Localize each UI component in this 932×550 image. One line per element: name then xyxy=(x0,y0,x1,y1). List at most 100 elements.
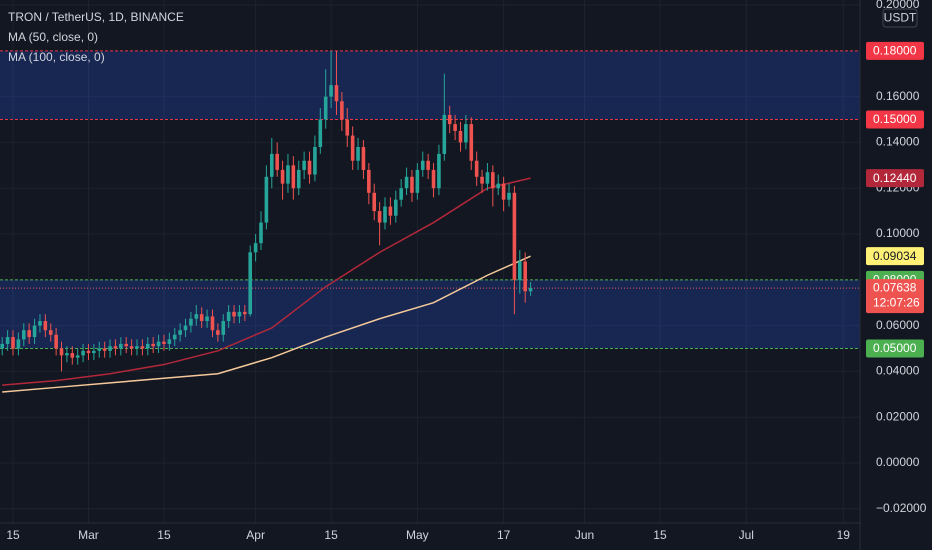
candle-body xyxy=(318,119,323,148)
candle-body xyxy=(5,337,10,344)
y-tick-label: 0.20000 xyxy=(876,0,920,11)
currency-label: USDT xyxy=(884,11,917,25)
candle-body xyxy=(501,183,506,200)
level-text: 0.05000 xyxy=(873,341,917,355)
candle-body xyxy=(48,330,53,335)
candle-body xyxy=(340,101,344,120)
candle-body xyxy=(248,252,253,315)
candle-body xyxy=(232,311,236,317)
candle-body xyxy=(140,346,145,349)
candle-body xyxy=(269,153,274,177)
candle-body xyxy=(415,169,420,193)
candle-body xyxy=(65,353,69,356)
x-tick-label: 15 xyxy=(6,528,20,542)
ma-last-box xyxy=(866,169,924,188)
level-box xyxy=(866,41,924,60)
candle-body xyxy=(156,341,161,347)
legend-entry: MA (50, close, 0) xyxy=(8,30,98,44)
candle-body xyxy=(420,160,425,170)
candle-body xyxy=(189,318,193,326)
zone xyxy=(0,50,860,120)
zone xyxy=(0,279,860,349)
x-tick-label: 15 xyxy=(324,528,338,542)
candle-body xyxy=(437,153,441,189)
candle-body xyxy=(21,330,26,340)
ma-last-text: 0.09034 xyxy=(873,249,917,263)
level-box xyxy=(866,110,924,129)
candle-body xyxy=(75,355,80,358)
candle-body xyxy=(388,206,393,216)
candle-body xyxy=(280,169,285,184)
level-text: 0.18000 xyxy=(873,44,917,58)
candle-body xyxy=(523,261,527,292)
candle-body xyxy=(410,176,414,193)
candle-body xyxy=(393,199,398,216)
candle-body xyxy=(259,222,263,244)
candle-body xyxy=(11,337,15,349)
x-tick-label: Apr xyxy=(246,528,265,542)
candle-body xyxy=(329,85,333,97)
candle-body xyxy=(119,343,123,349)
candle-body xyxy=(512,192,517,280)
last-price-box xyxy=(866,279,924,314)
candle-body xyxy=(507,192,511,200)
candle-body xyxy=(361,147,366,170)
candle-body xyxy=(453,124,457,131)
candle-body xyxy=(372,192,377,212)
candle-body xyxy=(275,153,279,170)
y-tick-label: −0.02000 xyxy=(876,501,927,515)
candle-body xyxy=(113,346,118,349)
candle-body xyxy=(426,160,430,170)
candle-body xyxy=(108,346,112,351)
y-tick-label: 0.10000 xyxy=(876,226,920,240)
candle-body xyxy=(431,169,436,189)
candle-body xyxy=(264,176,269,223)
ma-last-text: 0.12440 xyxy=(873,171,917,185)
candle-body xyxy=(70,353,75,358)
candle-body xyxy=(307,160,312,175)
candle-body xyxy=(323,96,328,120)
candle-body xyxy=(253,243,258,253)
candle-body xyxy=(404,176,409,189)
candle-body xyxy=(237,311,242,317)
y-tick-label: 0.00000 xyxy=(876,455,920,469)
candle-body xyxy=(199,314,204,322)
candle-body xyxy=(81,350,85,356)
candle-body xyxy=(383,206,387,223)
chart-title: TRON / TetherUS, 1D, BINANCE xyxy=(8,10,184,24)
x-tick-label: 15 xyxy=(653,528,667,542)
candle-body xyxy=(474,160,479,177)
y-tick-label: 0.04000 xyxy=(876,364,920,378)
x-tick-label: 17 xyxy=(497,528,511,542)
ma-last-box xyxy=(866,247,924,266)
countdown-text: 12:07:26 xyxy=(873,295,920,309)
candle-body xyxy=(377,211,382,223)
candle-body xyxy=(172,334,177,340)
x-tick-label: 15 xyxy=(157,528,171,542)
candle-body xyxy=(350,135,355,161)
candle-body xyxy=(226,311,231,322)
candle-body xyxy=(135,346,139,349)
candle-body xyxy=(124,343,129,347)
candle-body xyxy=(458,130,463,143)
currency-box xyxy=(882,8,918,28)
candle-body xyxy=(43,321,48,331)
x-tick-label: May xyxy=(406,528,429,542)
candle-body xyxy=(528,288,533,292)
candle-body xyxy=(0,343,5,349)
candle-body xyxy=(442,114,447,154)
candle-body xyxy=(210,316,215,331)
y-tick-label: 0.02000 xyxy=(876,409,920,423)
x-tick-label: Jul xyxy=(739,528,754,542)
candle-body xyxy=(59,348,64,356)
candle-body xyxy=(367,169,371,193)
candle-body xyxy=(27,330,31,338)
x-tick-label: Mar xyxy=(78,528,99,542)
candle-body xyxy=(356,147,360,161)
candle-body xyxy=(243,311,247,315)
candle-body xyxy=(102,348,107,351)
candle-body xyxy=(447,114,452,125)
candle-body xyxy=(32,325,37,338)
candle-body xyxy=(16,339,21,349)
candle-body xyxy=(334,85,339,102)
